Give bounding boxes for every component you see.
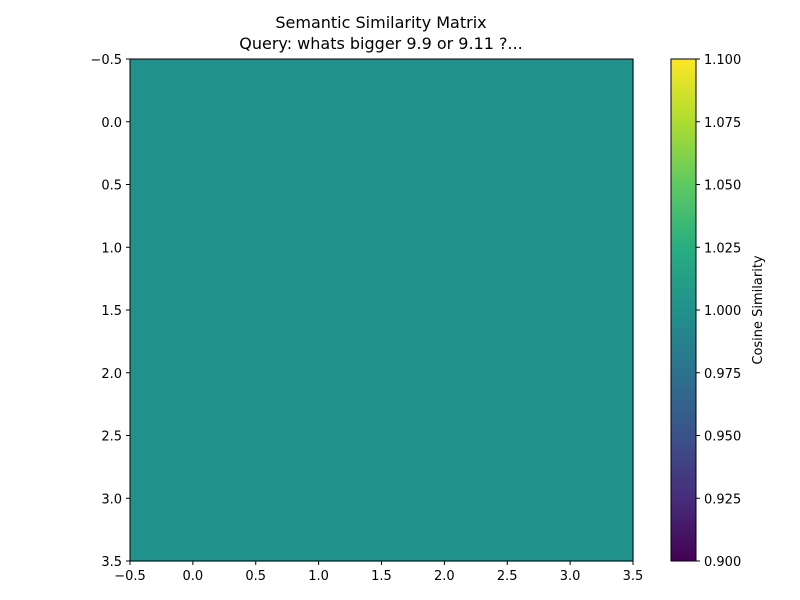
- heatmap-cell: [255, 435, 383, 562]
- heatmap-cell: [507, 184, 634, 311]
- heatmap-cell: [255, 184, 383, 311]
- heatmap-cell: [381, 59, 508, 186]
- heatmap-cell: [130, 435, 257, 562]
- x-tick-label: 0.0: [183, 569, 204, 584]
- heatmap-cell: [381, 435, 508, 562]
- colorbar-tick-label: 0.900: [704, 555, 741, 570]
- x-axis-ticks: −0.5 0.0 0.5 1.0 1.5 2.0 2.5 3.0 3.5: [114, 561, 643, 584]
- y-tick-label: 0.0: [101, 116, 122, 131]
- y-tick-label: 2.5: [101, 430, 122, 445]
- heatmap-cell: [130, 59, 257, 186]
- y-tick-label: 0.5: [101, 179, 122, 194]
- colorbar-tick-label: 1.000: [704, 304, 741, 319]
- colorbar: [670, 58, 697, 562]
- colorbar-tick-label: 0.925: [704, 492, 741, 507]
- colorbar-ticks: 0.900 0.925 0.950 0.975 1.000 1.025 1.050 1.075…: [696, 53, 741, 570]
- y-tick-label: 1.0: [101, 241, 122, 256]
- heatmap-cell: [381, 184, 508, 311]
- heatmap-cell: [255, 310, 383, 437]
- y-tick-label: 1.5: [101, 304, 122, 319]
- colorbar-tick-label: 0.975: [704, 367, 741, 382]
- y-tick-label: 2.0: [101, 367, 122, 382]
- colorbar-tick-label: 1.050: [704, 179, 741, 194]
- heatmap-cell: [255, 59, 383, 186]
- heatmap-cell: [130, 310, 257, 437]
- chart-title-line-2: Query: whats bigger 9.9 or 9.11 ?...: [239, 34, 523, 53]
- x-tick-label: 0.5: [245, 569, 266, 584]
- y-axis-ticks: −0.5 0.0 0.5 1.0 1.5 2.0 2.5 3.0 3.5: [90, 53, 130, 570]
- x-tick-label: 2.5: [497, 569, 518, 584]
- heatmap-cell: [507, 310, 634, 437]
- heatmap-cell: [507, 59, 634, 186]
- heatmap-cell: [381, 310, 508, 437]
- x-tick-label: 3.5: [623, 569, 644, 584]
- heatmap-cell: [130, 184, 257, 311]
- x-tick-label: 1.5: [371, 569, 392, 584]
- x-tick-label: 3.0: [560, 569, 581, 584]
- x-tick-label: 2.0: [434, 569, 455, 584]
- heatmap-cell: [507, 435, 634, 562]
- colorbar-label: Cosine Similarity: [751, 255, 766, 365]
- y-tick-label: −0.5: [90, 53, 122, 68]
- heatmap-cells: [130, 59, 634, 562]
- x-tick-label: −0.5: [114, 569, 146, 584]
- y-tick-label: 3.0: [101, 492, 122, 507]
- colorbar-tick-label: 0.950: [704, 430, 741, 445]
- colorbar-tick-label: 1.100: [704, 53, 741, 68]
- chart-title-line-1: Semantic Similarity Matrix: [275, 13, 486, 32]
- x-tick-label: 1.0: [308, 569, 329, 584]
- y-tick-label: 3.5: [101, 555, 122, 570]
- colorbar-tick-label: 1.025: [704, 241, 741, 256]
- colorbar-tick-label: 1.075: [704, 116, 741, 131]
